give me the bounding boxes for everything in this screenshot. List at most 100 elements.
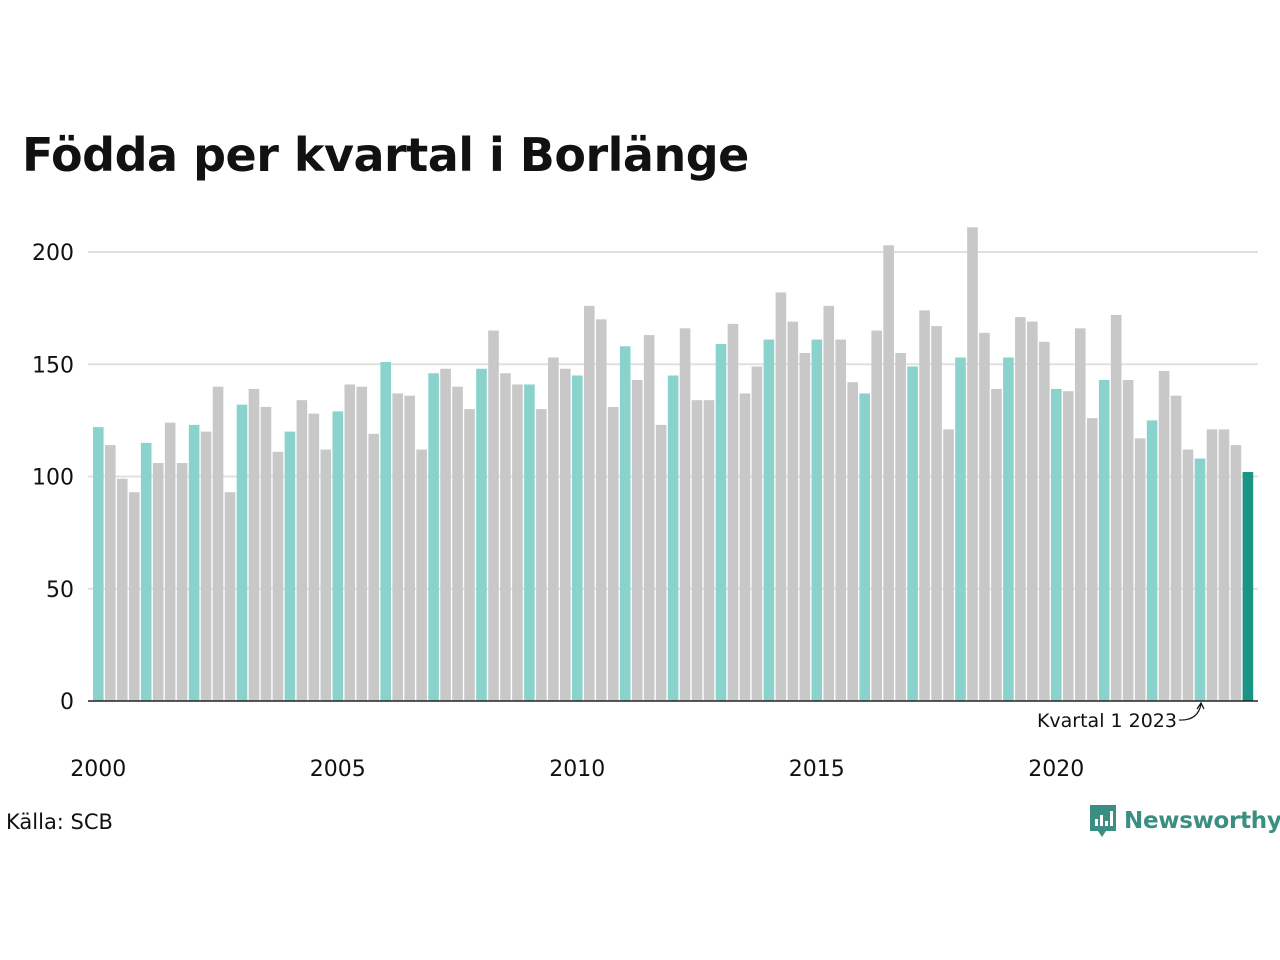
bar-2013-q4 bbox=[751, 366, 763, 701]
bar-2004-q3 bbox=[308, 413, 320, 701]
bar-2003-q1 bbox=[236, 404, 248, 701]
bar-2007-q2 bbox=[440, 368, 451, 701]
bar-2021-q3 bbox=[1122, 379, 1134, 701]
bar-2022-q4 bbox=[1182, 449, 1194, 701]
chart-title: Födda per kvartal i Borlänge bbox=[22, 128, 749, 182]
bar-2016-q2 bbox=[871, 330, 882, 701]
bar-2004-q2 bbox=[296, 400, 308, 701]
bar-2010-q2 bbox=[583, 305, 595, 701]
bar-2000-q1 bbox=[93, 427, 104, 701]
bar-2022-q1 bbox=[1146, 420, 1158, 702]
bar-2005-q2 bbox=[344, 384, 356, 701]
bar-2019-q4 bbox=[1039, 341, 1050, 701]
bar-2024-q1 bbox=[1242, 472, 1254, 701]
y-axis-tick-labels: 0 50 100 150 200 bbox=[32, 241, 74, 715]
bar-2015-q3 bbox=[835, 339, 847, 701]
bar-2009-q2 bbox=[536, 409, 547, 701]
bar-2023-q2 bbox=[1206, 429, 1218, 701]
bar-2014-q4 bbox=[799, 353, 811, 701]
bar-2018-q2 bbox=[967, 227, 978, 701]
bar-2004-q4 bbox=[320, 449, 332, 701]
bar-2018-q1 bbox=[955, 357, 966, 701]
bar-2007-q3 bbox=[452, 386, 463, 701]
bar-2000-q2 bbox=[104, 445, 116, 701]
bar-2017-q3 bbox=[931, 326, 942, 701]
bar-2023-q3 bbox=[1218, 429, 1230, 701]
bar-2016-q1 bbox=[859, 393, 870, 701]
bar-2015-q4 bbox=[847, 382, 859, 701]
bar-2019-q1 bbox=[1003, 357, 1014, 701]
bar-2021-q2 bbox=[1110, 314, 1122, 701]
bar-2010-q1 bbox=[572, 375, 583, 701]
newsworthy-logo-icon bbox=[1090, 805, 1116, 837]
bar-2018-q3 bbox=[979, 332, 990, 701]
bar-2006-q1 bbox=[380, 362, 391, 701]
bar-2006-q3 bbox=[404, 395, 415, 701]
y-tick-label: 50 bbox=[46, 578, 74, 603]
bar-2018-q4 bbox=[991, 388, 1002, 701]
bar-2010-q4 bbox=[607, 406, 619, 701]
annotation-arrow bbox=[1178, 703, 1202, 721]
bar-2002-q1 bbox=[188, 424, 200, 701]
brand-name: Newsworthy bbox=[1124, 808, 1280, 834]
bar-2023-q1 bbox=[1194, 458, 1206, 701]
bar-2001-q1 bbox=[140, 442, 152, 701]
x-tick-label: 2020 bbox=[1028, 757, 1084, 782]
bar-2003-q4 bbox=[272, 451, 284, 701]
bar-2008-q1 bbox=[476, 368, 487, 701]
bar-2012-q2 bbox=[679, 328, 691, 701]
source-label: Källa: SCB bbox=[6, 810, 113, 834]
bar-2011-q4 bbox=[655, 424, 667, 701]
bar-2011-q1 bbox=[619, 346, 631, 701]
newsworthy-logo[interactable]: Newsworthy bbox=[1088, 803, 1280, 839]
bar-2008-q2 bbox=[488, 330, 499, 701]
bar-2016-q4 bbox=[895, 353, 906, 701]
bar-2000-q4 bbox=[128, 492, 140, 701]
bar-2017-q2 bbox=[919, 310, 930, 701]
bar-2001-q3 bbox=[164, 422, 176, 701]
bar-2020-q1 bbox=[1051, 388, 1062, 701]
bar-2023-q4 bbox=[1230, 445, 1242, 701]
bar-2009-q4 bbox=[560, 368, 571, 701]
y-tick-label: 0 bbox=[60, 690, 74, 715]
bar-2009-q3 bbox=[548, 357, 559, 701]
bar-2020-q3 bbox=[1074, 328, 1086, 701]
x-tick-label: 2005 bbox=[310, 757, 366, 782]
bar-2003-q3 bbox=[260, 406, 272, 701]
bar-2001-q2 bbox=[152, 463, 164, 701]
bar-2009-q1 bbox=[524, 384, 535, 701]
bar-2006-q4 bbox=[416, 449, 427, 701]
bar-2019-q3 bbox=[1027, 321, 1038, 701]
bar-2022-q2 bbox=[1158, 370, 1170, 701]
bar-2007-q1 bbox=[428, 373, 439, 701]
latest-annotation: Kvartal 1 2023 bbox=[1037, 701, 1205, 732]
bar-2013-q2 bbox=[727, 323, 739, 701]
bar-2017-q4 bbox=[943, 429, 954, 701]
bar-2007-q4 bbox=[464, 409, 475, 701]
bar-2005-q3 bbox=[356, 386, 368, 701]
bar-2020-q4 bbox=[1086, 418, 1098, 701]
y-tick-label: 200 bbox=[32, 241, 74, 266]
bar-2012-q3 bbox=[691, 400, 703, 701]
x-tick-label: 2000 bbox=[70, 757, 126, 782]
bar-2005-q4 bbox=[368, 433, 380, 701]
bar-2014-q3 bbox=[787, 321, 799, 701]
annotation-arrowhead bbox=[1196, 701, 1205, 710]
bar-2004-q1 bbox=[284, 431, 296, 701]
bar-2002-q3 bbox=[212, 386, 224, 701]
bar-2000-q3 bbox=[116, 478, 128, 701]
bar-2022-q3 bbox=[1170, 395, 1182, 701]
bar-2015-q2 bbox=[823, 305, 835, 701]
bar-2008-q3 bbox=[500, 373, 511, 701]
bar-2011-q2 bbox=[631, 379, 643, 701]
bar-2015-q1 bbox=[811, 339, 823, 701]
bar-2010-q3 bbox=[595, 319, 607, 701]
x-tick-label: 2015 bbox=[789, 757, 845, 782]
bar-2002-q4 bbox=[224, 492, 236, 701]
bar-2012-q1 bbox=[667, 375, 679, 701]
bar-2011-q3 bbox=[643, 335, 655, 701]
bar-2008-q4 bbox=[512, 384, 523, 701]
bar-2017-q1 bbox=[907, 366, 918, 701]
bar-2001-q4 bbox=[176, 463, 188, 701]
bar-2003-q2 bbox=[248, 388, 260, 701]
